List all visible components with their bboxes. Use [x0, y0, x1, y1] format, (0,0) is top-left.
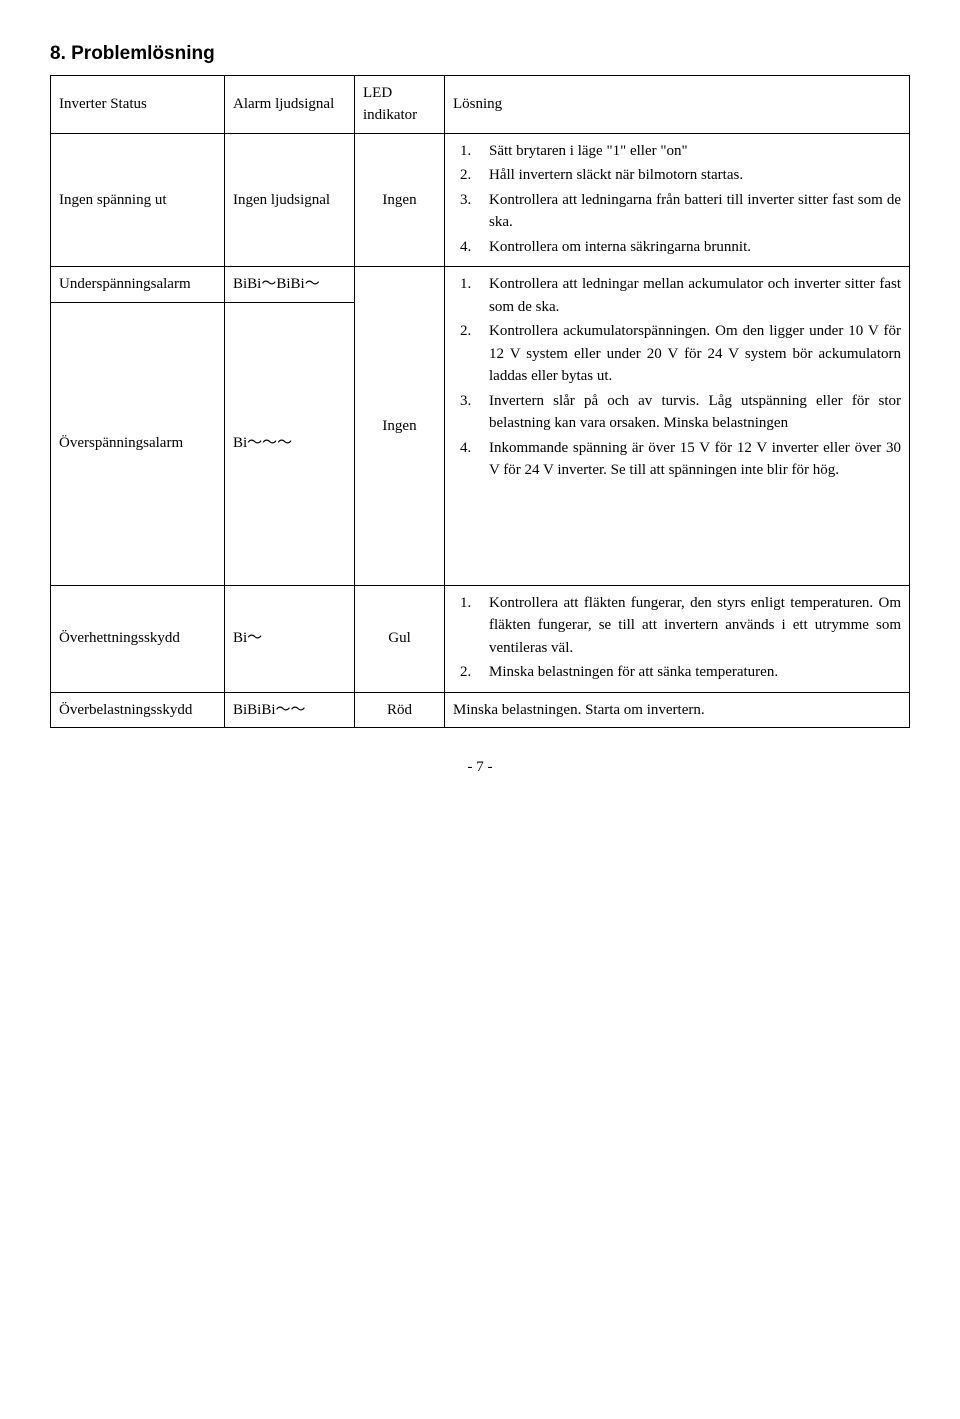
cell-status: Underspänningsalarm	[51, 267, 225, 303]
cell-solution: Kontrollera att fläkten fungerar, den st…	[445, 585, 910, 692]
solution-item: Sätt brytaren i läge "1" eller "on"	[475, 140, 901, 163]
cell-solution: Sätt brytaren i läge "1" eller "on" Håll…	[445, 133, 910, 267]
th-alarm: Alarm ljudsignal	[225, 75, 355, 133]
troubleshooting-table: Inverter Status Alarm ljudsignal LED ind…	[50, 75, 910, 729]
solution-item: Invertern slår på och av turvis. Låg uts…	[475, 390, 901, 435]
cell-status: Överbelastningsskydd	[51, 692, 225, 728]
table-row: Överbelastningsskydd BiBiBi～～ Röd Minska…	[51, 692, 910, 728]
cell-led: Gul	[355, 585, 445, 692]
solution-item: Kontrollera att ledningarna från batteri…	[475, 189, 901, 234]
solution-item: Kontrollera ackumulatorspänningen. Om de…	[475, 320, 901, 388]
th-inverter-status: Inverter Status	[51, 75, 225, 133]
section-heading: 8. Problemlösning	[50, 40, 910, 69]
cell-alarm: Ingen ljudsignal	[225, 133, 355, 267]
th-led-line1: LED	[363, 85, 392, 101]
solution-text: Minska belastningen. Starta om invertern…	[453, 699, 901, 722]
cell-solution: Minska belastningen. Starta om invertern…	[445, 692, 910, 728]
cell-led: Ingen	[355, 267, 445, 586]
table-row: Ingen spänning ut Ingen ljudsignal Ingen…	[51, 133, 910, 267]
solution-item: Håll invertern släckt när bilmotorn star…	[475, 164, 901, 187]
cell-solution: Kontrollera att ledningar mellan ackumul…	[445, 267, 910, 586]
cell-status: Överspänningsalarm	[51, 302, 225, 585]
cell-led: Ingen	[355, 133, 445, 267]
solution-item: Kontrollera om interna säkringarna brunn…	[475, 236, 901, 259]
cell-alarm: BiBiBi～～	[225, 692, 355, 728]
table-row: Överhettningsskydd Bi～ Gul Kontrollera a…	[51, 585, 910, 692]
page-number: - 7 -	[50, 756, 910, 779]
cell-alarm: BiBi～BiBi～	[225, 267, 355, 303]
cell-alarm: Bi～	[225, 585, 355, 692]
solution-item: Kontrollera att fläkten fungerar, den st…	[475, 592, 901, 660]
cell-led: Röd	[355, 692, 445, 728]
table-row: Underspänningsalarm BiBi～BiBi～ Ingen Kon…	[51, 267, 910, 303]
th-led-line2: indikator	[363, 107, 417, 123]
cell-alarm: Bi～～～	[225, 302, 355, 585]
solution-item: Minska belastningen för att sänka temper…	[475, 661, 901, 684]
solution-item: Kontrollera att ledningar mellan ackumul…	[475, 273, 901, 318]
solution-item: Inkommande spänning är över 15 V för 12 …	[475, 437, 901, 482]
cell-status: Överhettningsskydd	[51, 585, 225, 692]
th-led: LED indikator	[355, 75, 445, 133]
th-solution: Lösning	[445, 75, 910, 133]
table-header-row: Inverter Status Alarm ljudsignal LED ind…	[51, 75, 910, 133]
cell-status: Ingen spänning ut	[51, 133, 225, 267]
